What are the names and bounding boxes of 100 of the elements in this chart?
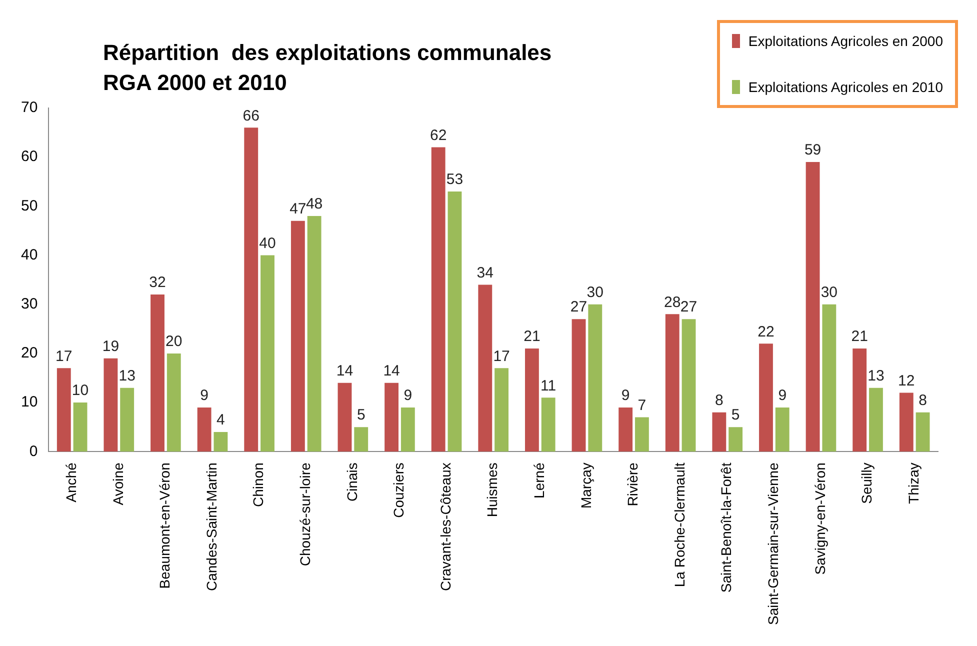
bar	[869, 388, 883, 452]
x-tick-label: Lerné	[531, 462, 548, 498]
bar	[73, 402, 88, 452]
bar	[572, 319, 586, 452]
data-label: 5	[356, 406, 366, 424]
bar	[166, 353, 181, 452]
x-tick-label: Seuilly	[858, 462, 875, 504]
x-tick-label: Marçay	[578, 462, 594, 509]
data-label: 9	[404, 387, 412, 404]
bar	[338, 382, 352, 452]
y-tick-label: 20	[20, 344, 38, 362]
data-label: 28	[664, 294, 681, 311]
x-tick-label: Candes-Saint-Martin	[203, 462, 220, 592]
legend-label: Exploitations Agricoles en 2010	[748, 79, 943, 95]
x-tick-label: Saint-Benoît-la-Forêt	[718, 462, 734, 593]
data-label: 59	[804, 142, 822, 159]
bar	[260, 255, 274, 452]
data-label: 8	[918, 392, 927, 409]
data-label: 13	[868, 367, 884, 384]
bar	[618, 407, 633, 452]
data-label: 5	[731, 406, 740, 424]
data-label: 17	[56, 348, 72, 365]
y-tick-label: 60	[20, 148, 38, 166]
bar	[120, 388, 134, 452]
y-tick-label: 50	[20, 197, 38, 214]
y-tick-label: 10	[20, 394, 38, 411]
bar	[899, 392, 914, 452]
bar	[150, 294, 164, 452]
data-label: 14	[383, 362, 400, 380]
data-label: 8	[715, 392, 724, 409]
bar	[290, 220, 305, 452]
data-label: 13	[118, 367, 136, 384]
bar	[448, 191, 462, 452]
bar	[354, 427, 368, 452]
bar	[400, 407, 415, 452]
data-label: 21	[524, 328, 540, 346]
data-label: 48	[306, 196, 323, 213]
x-tick-label: Saint-Germain-sur-Vienne	[765, 462, 782, 626]
data-label: 12	[898, 372, 915, 390]
bar	[775, 407, 790, 452]
data-label: 34	[476, 264, 494, 282]
data-label: 17	[493, 348, 510, 365]
x-tick-label: Couziers	[390, 462, 407, 518]
data-label: 9	[200, 387, 208, 404]
x-tick-label: Avoine	[110, 462, 126, 506]
data-label: 22	[758, 323, 774, 340]
bar	[214, 432, 228, 452]
bar	[197, 407, 212, 452]
bar	[104, 358, 118, 452]
bar	[384, 382, 398, 452]
data-label: 20	[166, 333, 182, 350]
x-tick-label: La Roche-Clermault	[671, 462, 688, 588]
bar	[682, 319, 696, 452]
data-label: 47	[290, 200, 306, 218]
x-tick-label: Savigny-en-Véron	[812, 462, 828, 575]
bar	[806, 162, 820, 452]
bar	[852, 348, 867, 452]
x-tick-label: Huismes	[484, 462, 500, 518]
data-label: 9	[778, 387, 787, 404]
x-tick-label: Rivière	[624, 462, 641, 506]
bar	[712, 412, 726, 452]
data-label: 27	[570, 298, 588, 316]
bar	[524, 348, 539, 452]
bar	[494, 368, 508, 452]
y-tick-label: 30	[20, 296, 38, 312]
bar	[759, 344, 773, 452]
x-tick-label: Anché	[62, 462, 79, 502]
legend-label: Exploitations Agricoles en 2000	[748, 33, 943, 49]
data-label: 7	[638, 396, 646, 414]
chart-title: Répartition des exploitations communales RGA 2000 et 2010	[103, 39, 552, 97]
x-tick-label: Chouzé-sur-loire	[296, 462, 313, 566]
data-label: 14	[336, 362, 354, 380]
y-tick-label: 40	[20, 246, 38, 264]
bar	[822, 304, 836, 452]
data-label: 19	[102, 338, 120, 355]
data-label: 30	[820, 284, 838, 301]
data-label: 9	[621, 387, 630, 404]
x-tick-label: Cinais	[344, 462, 360, 502]
bar	[541, 398, 556, 452]
bar	[56, 368, 71, 452]
bar	[478, 284, 492, 452]
data-label: 62	[430, 126, 447, 144]
bar	[634, 417, 649, 452]
bar	[916, 412, 930, 452]
bar	[728, 427, 743, 452]
bar	[307, 216, 322, 452]
data-label: 30	[586, 284, 604, 301]
x-tick-label: Chinon	[250, 462, 266, 508]
bar	[431, 147, 446, 452]
y-tick-label: 70	[20, 99, 38, 116]
y-tick-label: 0	[29, 442, 38, 460]
data-label: 40	[259, 234, 276, 252]
data-label: 11	[540, 377, 556, 394]
data-label: 21	[851, 328, 868, 346]
data-label: 27	[680, 298, 698, 316]
data-label: 10	[72, 382, 89, 400]
bar	[665, 314, 680, 452]
data-label: 32	[149, 274, 166, 292]
data-label: 66	[242, 107, 260, 124]
bar	[244, 128, 258, 452]
